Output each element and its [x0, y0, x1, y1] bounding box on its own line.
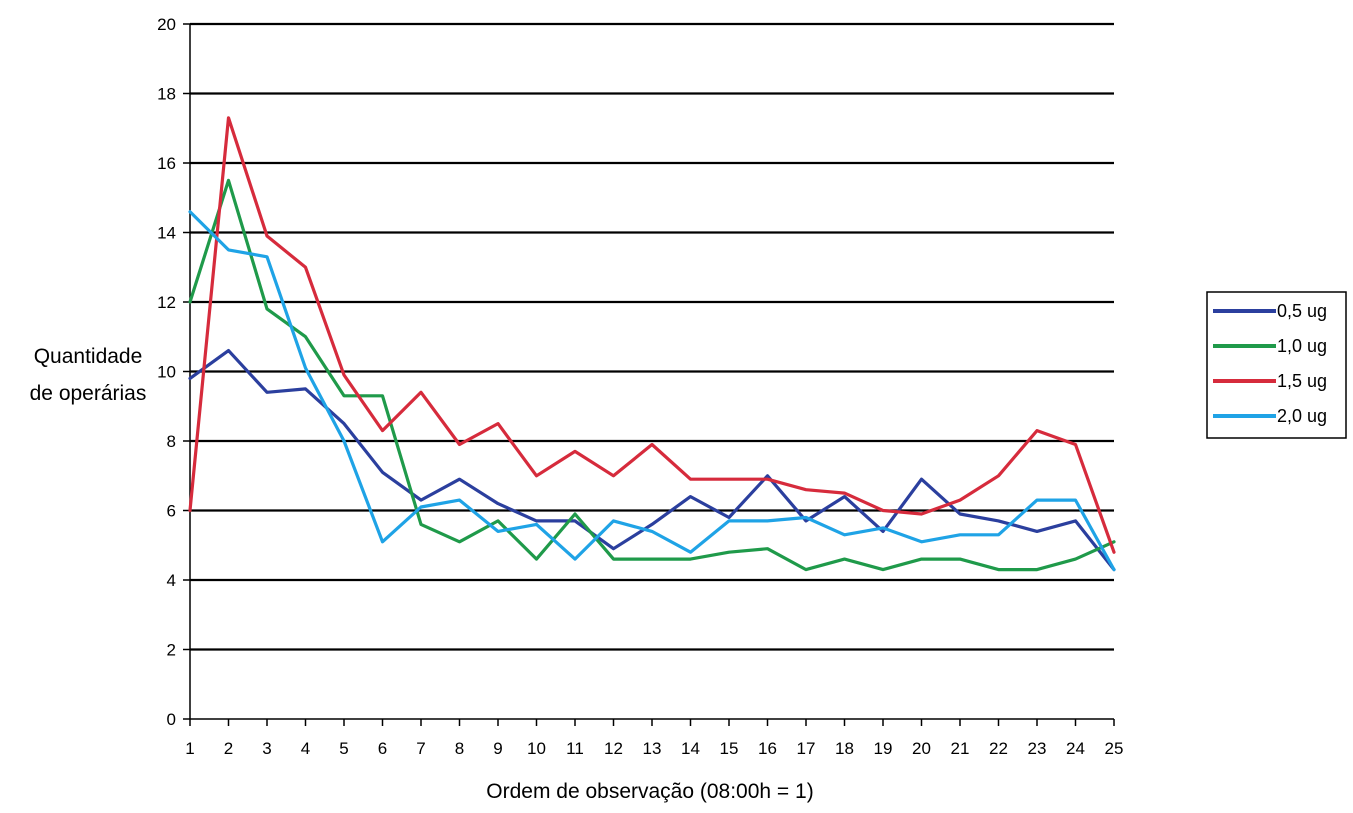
y-tick-label-2: 2: [167, 641, 176, 660]
legend-label-1-5-ug: 1,5 ug: [1277, 371, 1327, 391]
y-tick-labels: 0 2 4 6 8 10 12 14 16 18 20: [157, 15, 190, 729]
x-tick-labels: 1 2 3 4 5 6 7 8 9 10 11 12 13 14 15 16 17 18 19 20 21 22 23 24 2…: [185, 719, 1123, 758]
x-tick-label-20: 20: [912, 739, 931, 758]
y-tick-label-20: 20: [157, 15, 176, 34]
x-tick-label-13: 13: [643, 739, 662, 758]
y-tick-label-16: 16: [157, 154, 176, 173]
series-lines: [188, 116, 1116, 572]
series-line-1-5-ug: [188, 116, 1116, 554]
x-tick-label-6: 6: [378, 739, 387, 758]
x-tick-label-5: 5: [339, 739, 348, 758]
legend-label-0-5-ug: 0,5 ug: [1277, 301, 1327, 321]
x-tick-label-9: 9: [493, 739, 502, 758]
y-axis-title-line-1: Quantidade: [34, 345, 143, 368]
x-tick-label-24: 24: [1066, 739, 1085, 758]
legend-box: [1206, 291, 1347, 439]
x-tick-label-10: 10: [527, 739, 546, 758]
x-tick-label-8: 8: [455, 739, 464, 758]
y-tick-label-18: 18: [157, 85, 176, 104]
y-tick-label-10: 10: [157, 363, 176, 382]
series-line-0-5-ug: [188, 349, 1116, 572]
legend: 0,5 ug 1,0 ug 1,5 ug 2,0 ug: [1206, 291, 1347, 439]
x-tick-label-12: 12: [604, 739, 623, 758]
x-tick-label-25: 25: [1105, 739, 1124, 758]
x-tick-label-1: 1: [185, 739, 194, 758]
x-tick-label-4: 4: [301, 739, 310, 758]
x-tick-label-23: 23: [1028, 739, 1047, 758]
x-tick-label-17: 17: [797, 739, 816, 758]
y-tick-label-12: 12: [157, 293, 176, 312]
x-tick-label-7: 7: [416, 739, 425, 758]
series-line-1-0-ug: [188, 178, 1116, 572]
legend-label-1-0-ug: 1,0 ug: [1277, 336, 1327, 356]
gridlines: [190, 22, 1114, 651]
x-tick-label-19: 19: [874, 739, 893, 758]
x-tick-label-14: 14: [681, 739, 700, 758]
series-line-2-0-ug: [188, 210, 1116, 572]
x-tick-label-18: 18: [835, 739, 854, 758]
y-tick-label-14: 14: [157, 224, 176, 243]
x-tick-label-22: 22: [989, 739, 1008, 758]
x-tick-label-3: 3: [262, 739, 271, 758]
x-tick-label-21: 21: [951, 739, 970, 758]
x-tick-label-2: 2: [224, 739, 233, 758]
y-tick-label-8: 8: [167, 432, 176, 451]
x-tick-label-15: 15: [720, 739, 739, 758]
y-tick-label-4: 4: [167, 571, 176, 590]
legend-label-2-0-ug: 2,0 ug: [1277, 406, 1327, 426]
x-axis-title: Ordem de observação (08:00h = 1): [486, 780, 813, 803]
y-tick-label-0: 0: [167, 710, 176, 729]
x-tick-label-11: 11: [566, 739, 584, 758]
x-tick-label-16: 16: [758, 739, 777, 758]
y-axis-title-line-2: de operárias: [30, 382, 147, 405]
y-axis-title: Quantidade de operárias: [30, 345, 147, 405]
y-tick-label-6: 6: [167, 502, 176, 521]
